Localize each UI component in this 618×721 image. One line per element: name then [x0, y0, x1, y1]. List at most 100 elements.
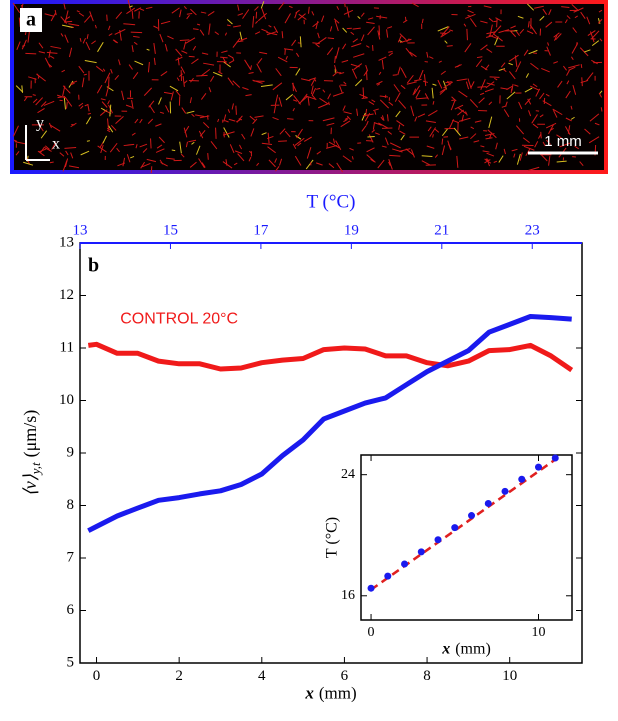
streak — [326, 47, 334, 56]
streak — [257, 58, 263, 64]
streak — [140, 8, 145, 11]
streak — [456, 78, 467, 82]
streak — [500, 62, 506, 68]
streak — [182, 76, 185, 87]
streak — [60, 33, 64, 37]
panel-label: a — [26, 9, 36, 31]
streak — [566, 80, 570, 85]
streak — [326, 122, 335, 126]
streak — [342, 27, 348, 33]
streak — [386, 114, 389, 122]
streak — [381, 145, 387, 148]
streak — [191, 113, 195, 117]
streak — [185, 141, 188, 148]
streak — [579, 161, 584, 166]
streak — [80, 105, 84, 109]
streak — [284, 13, 291, 24]
streak — [482, 150, 490, 153]
streak — [360, 34, 365, 42]
streak — [386, 26, 393, 29]
streak — [548, 9, 552, 16]
streak — [68, 165, 80, 169]
streak — [311, 88, 317, 96]
streak — [381, 115, 385, 121]
point — [451, 524, 459, 532]
streak — [99, 109, 108, 116]
streak — [432, 83, 437, 86]
streak — [454, 64, 462, 68]
streak — [492, 25, 502, 35]
streak — [191, 58, 199, 65]
streak — [397, 66, 401, 76]
streak — [64, 10, 69, 22]
streak — [598, 9, 603, 13]
streak — [392, 148, 403, 153]
streak — [229, 144, 235, 154]
streak — [303, 136, 312, 142]
streak — [181, 107, 187, 114]
streak — [189, 161, 197, 168]
streak — [261, 132, 267, 136]
streak — [180, 66, 186, 74]
streak — [48, 122, 52, 129]
streak — [232, 37, 241, 48]
streak — [101, 101, 108, 108]
streak — [361, 112, 366, 121]
streak — [232, 80, 241, 88]
streak — [421, 155, 433, 158]
streak — [388, 50, 393, 53]
streak — [316, 37, 327, 45]
streak — [361, 125, 367, 132]
streak — [305, 159, 314, 170]
streak — [451, 119, 460, 124]
streak — [498, 29, 510, 34]
streak — [131, 100, 134, 109]
streak — [37, 123, 44, 132]
streak — [443, 81, 453, 89]
streak — [506, 85, 513, 91]
streak — [485, 81, 495, 89]
x-tick-label: 0 — [368, 625, 375, 640]
streak — [556, 160, 567, 163]
streak — [400, 134, 405, 141]
streak — [226, 24, 231, 27]
streak — [37, 108, 45, 114]
streak — [564, 126, 571, 136]
streak — [488, 34, 498, 39]
streak — [572, 27, 577, 33]
y-tick-label: 5 — [67, 654, 75, 670]
streak — [539, 153, 548, 162]
streak — [43, 100, 55, 106]
streak — [63, 20, 73, 23]
streak — [572, 84, 577, 95]
streak — [248, 156, 252, 162]
streak — [196, 74, 208, 77]
streak — [183, 80, 188, 84]
streak — [467, 14, 471, 17]
streak — [38, 42, 44, 49]
streak — [343, 118, 348, 123]
point — [501, 487, 509, 495]
streak — [236, 119, 241, 123]
streak — [548, 156, 551, 166]
streak — [478, 97, 485, 104]
streak — [494, 36, 499, 46]
streak — [108, 76, 110, 88]
streak — [64, 158, 69, 168]
streak — [361, 97, 368, 100]
streak — [332, 71, 339, 77]
streak — [410, 149, 415, 158]
streak — [307, 6, 310, 14]
streak — [394, 92, 401, 102]
streak — [400, 84, 406, 90]
streak — [469, 18, 477, 28]
streak — [599, 90, 603, 95]
micrograph-texture — [12, 0, 603, 174]
streak — [421, 160, 431, 166]
streak — [150, 138, 152, 149]
streak — [327, 93, 331, 100]
streak — [203, 62, 215, 66]
streak — [231, 103, 234, 110]
streak — [195, 114, 205, 118]
streak — [106, 129, 111, 133]
